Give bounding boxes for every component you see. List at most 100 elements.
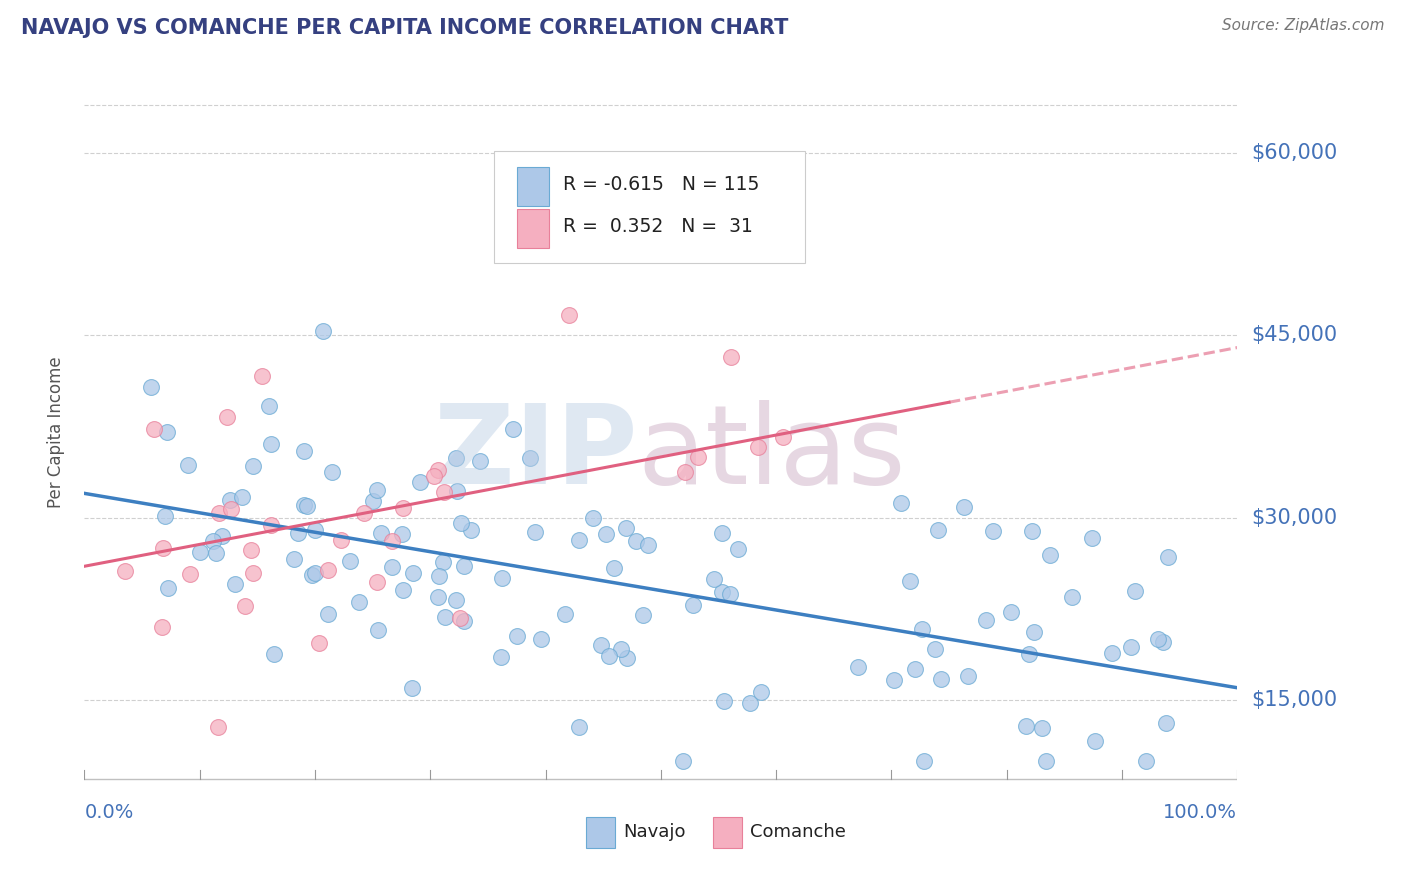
Point <box>1021 524 1043 538</box>
Point <box>519 451 541 466</box>
Point <box>153 509 176 524</box>
Point <box>204 545 226 559</box>
FancyBboxPatch shape <box>586 817 614 848</box>
Point <box>506 629 529 643</box>
Point <box>179 566 201 581</box>
Point <box>1152 635 1174 649</box>
Point <box>339 554 361 568</box>
Point <box>470 454 492 468</box>
Point <box>304 523 326 537</box>
Text: R =  0.352   N =  31: R = 0.352 N = 31 <box>562 218 752 236</box>
Text: atlas: atlas <box>638 401 907 508</box>
Point <box>242 566 264 580</box>
Point <box>609 641 631 656</box>
Point <box>427 462 450 476</box>
Point <box>637 538 659 552</box>
Point <box>283 552 305 566</box>
Point <box>491 571 513 585</box>
Text: Comanche: Comanche <box>749 823 845 841</box>
FancyBboxPatch shape <box>713 817 741 848</box>
Point <box>446 592 468 607</box>
Point <box>673 465 696 479</box>
Point <box>929 672 952 686</box>
Point <box>370 526 392 541</box>
Point <box>927 524 949 538</box>
FancyBboxPatch shape <box>517 167 548 206</box>
Point <box>910 622 932 636</box>
Point <box>201 533 224 548</box>
Point <box>1135 754 1157 768</box>
Point <box>582 511 605 525</box>
Point <box>903 662 925 676</box>
Point <box>1146 632 1168 646</box>
Point <box>846 659 869 673</box>
Point <box>751 685 773 699</box>
Point <box>224 576 246 591</box>
Point <box>558 308 581 322</box>
Point <box>301 568 323 582</box>
Point <box>381 533 404 548</box>
Point <box>157 581 180 595</box>
Point <box>1062 590 1084 604</box>
Point <box>260 437 283 451</box>
Point <box>713 694 735 708</box>
Point <box>347 594 370 608</box>
Point <box>672 754 695 768</box>
Point <box>595 527 617 541</box>
Point <box>1024 624 1046 639</box>
Point <box>1018 647 1040 661</box>
Point <box>624 534 647 549</box>
Point <box>1101 646 1123 660</box>
Point <box>682 599 704 613</box>
Point <box>257 399 280 413</box>
Text: 100.0%: 100.0% <box>1163 803 1237 822</box>
Point <box>568 533 591 548</box>
Point <box>1081 531 1104 545</box>
Point <box>433 485 456 500</box>
Point <box>312 324 335 338</box>
Point <box>366 483 388 497</box>
Point <box>432 556 454 570</box>
Point <box>263 647 285 661</box>
Point <box>1154 716 1177 731</box>
Point <box>453 614 475 628</box>
Point <box>215 409 238 424</box>
Point <box>703 572 725 586</box>
Point <box>426 590 449 604</box>
Point <box>1015 719 1038 733</box>
Point <box>177 458 200 472</box>
Point <box>1039 548 1062 562</box>
Point <box>524 525 547 540</box>
Text: Source: ZipAtlas.com: Source: ZipAtlas.com <box>1222 18 1385 33</box>
Point <box>295 500 318 514</box>
Point <box>747 440 769 454</box>
Point <box>392 582 415 597</box>
Point <box>152 541 174 555</box>
Point <box>1123 584 1146 599</box>
Point <box>366 575 388 590</box>
Point <box>363 494 385 508</box>
Point <box>304 566 326 581</box>
Point <box>603 561 626 575</box>
Text: $45,000: $45,000 <box>1251 326 1337 345</box>
Point <box>720 351 742 365</box>
Point <box>1000 605 1022 619</box>
Point <box>423 468 446 483</box>
Point <box>449 610 471 624</box>
Point <box>114 565 136 579</box>
Point <box>530 632 553 647</box>
Point <box>711 584 734 599</box>
Point <box>156 425 179 440</box>
Point <box>434 610 457 624</box>
Point <box>260 517 283 532</box>
Point <box>139 380 162 394</box>
Point <box>208 506 231 520</box>
Text: R = -0.615   N = 115: R = -0.615 N = 115 <box>562 175 759 194</box>
Point <box>233 599 256 614</box>
Point <box>718 587 741 601</box>
Text: $60,000: $60,000 <box>1251 144 1337 163</box>
Point <box>190 545 212 559</box>
Point <box>953 500 976 514</box>
Point <box>912 754 935 768</box>
FancyBboxPatch shape <box>494 151 806 263</box>
